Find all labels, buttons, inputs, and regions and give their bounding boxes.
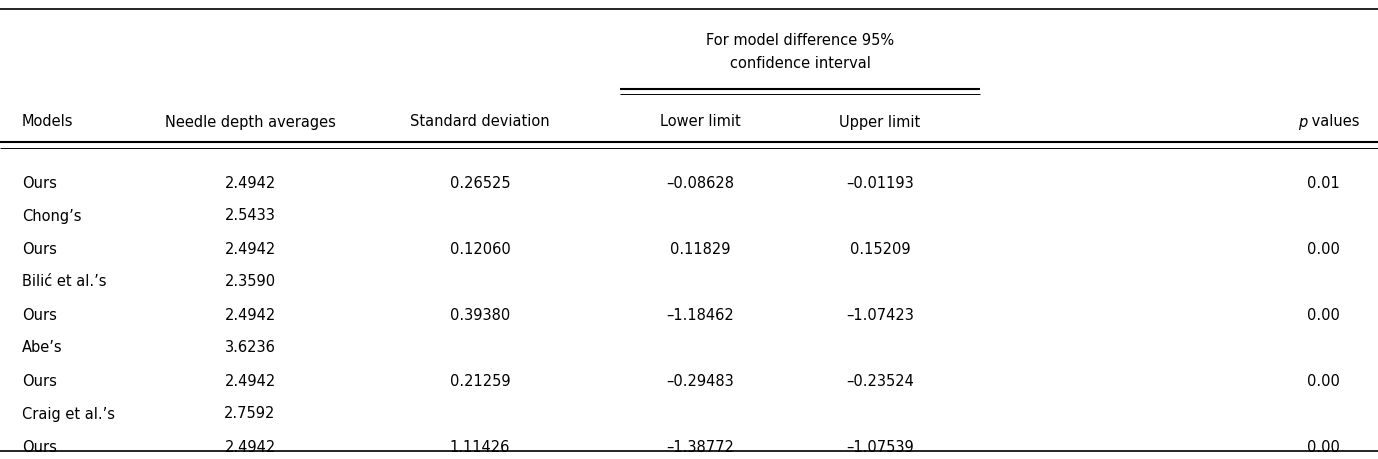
Text: –0.08628: –0.08628 (666, 175, 734, 190)
Text: For model difference 95%
confidence interval: For model difference 95% confidence inte… (706, 34, 894, 70)
Text: –0.23524: –0.23524 (846, 373, 914, 388)
Text: 3.6236: 3.6236 (225, 340, 276, 355)
Text: Models: Models (22, 114, 73, 129)
Text: 0.12060: 0.12060 (449, 241, 510, 256)
Text: values: values (1306, 114, 1360, 129)
Text: Chong’s: Chong’s (22, 208, 81, 223)
Text: 2.4942: 2.4942 (225, 438, 276, 453)
Text: 0.01: 0.01 (1308, 175, 1339, 190)
Text: Lower limit: Lower limit (660, 114, 740, 129)
Text: 0.26525: 0.26525 (449, 175, 510, 190)
Text: 2.4942: 2.4942 (225, 373, 276, 388)
Text: –0.29483: –0.29483 (666, 373, 734, 388)
Text: 2.5433: 2.5433 (225, 208, 276, 223)
Text: 2.4942: 2.4942 (225, 175, 276, 190)
Text: 0.39380: 0.39380 (449, 307, 510, 322)
Text: –1.07539: –1.07539 (846, 438, 914, 453)
Text: –1.18462: –1.18462 (666, 307, 734, 322)
Text: –1.07423: –1.07423 (846, 307, 914, 322)
Text: 2.4942: 2.4942 (225, 241, 276, 256)
Text: 0.00: 0.00 (1308, 373, 1339, 388)
Text: p: p (1298, 114, 1308, 129)
Text: Standard deviation: Standard deviation (411, 114, 550, 129)
Text: Craig et al.’s: Craig et al.’s (22, 406, 114, 420)
Text: Ours: Ours (22, 175, 56, 190)
Text: 2.7592: 2.7592 (225, 406, 276, 420)
Text: Ours: Ours (22, 307, 56, 322)
Text: 0.21259: 0.21259 (449, 373, 510, 388)
Text: –1.38772: –1.38772 (666, 438, 734, 453)
Text: Ours: Ours (22, 241, 56, 256)
Text: 2.4942: 2.4942 (225, 307, 276, 322)
Text: 0.11829: 0.11829 (670, 241, 730, 256)
Text: 0.15209: 0.15209 (850, 241, 911, 256)
Text: Ours: Ours (22, 438, 56, 453)
Text: 0.00: 0.00 (1308, 307, 1339, 322)
Text: 0.00: 0.00 (1308, 241, 1339, 256)
Text: Upper limit: Upper limit (839, 114, 921, 129)
Text: Needle depth averages: Needle depth averages (164, 114, 335, 129)
Text: Abe’s: Abe’s (22, 340, 62, 355)
Text: –0.01193: –0.01193 (846, 175, 914, 190)
Text: 2.3590: 2.3590 (225, 274, 276, 289)
Text: Bilić et al.’s: Bilić et al.’s (22, 274, 106, 289)
Text: Ours: Ours (22, 373, 56, 388)
Text: 0.00: 0.00 (1308, 438, 1339, 453)
Text: 1.11426: 1.11426 (449, 438, 510, 453)
